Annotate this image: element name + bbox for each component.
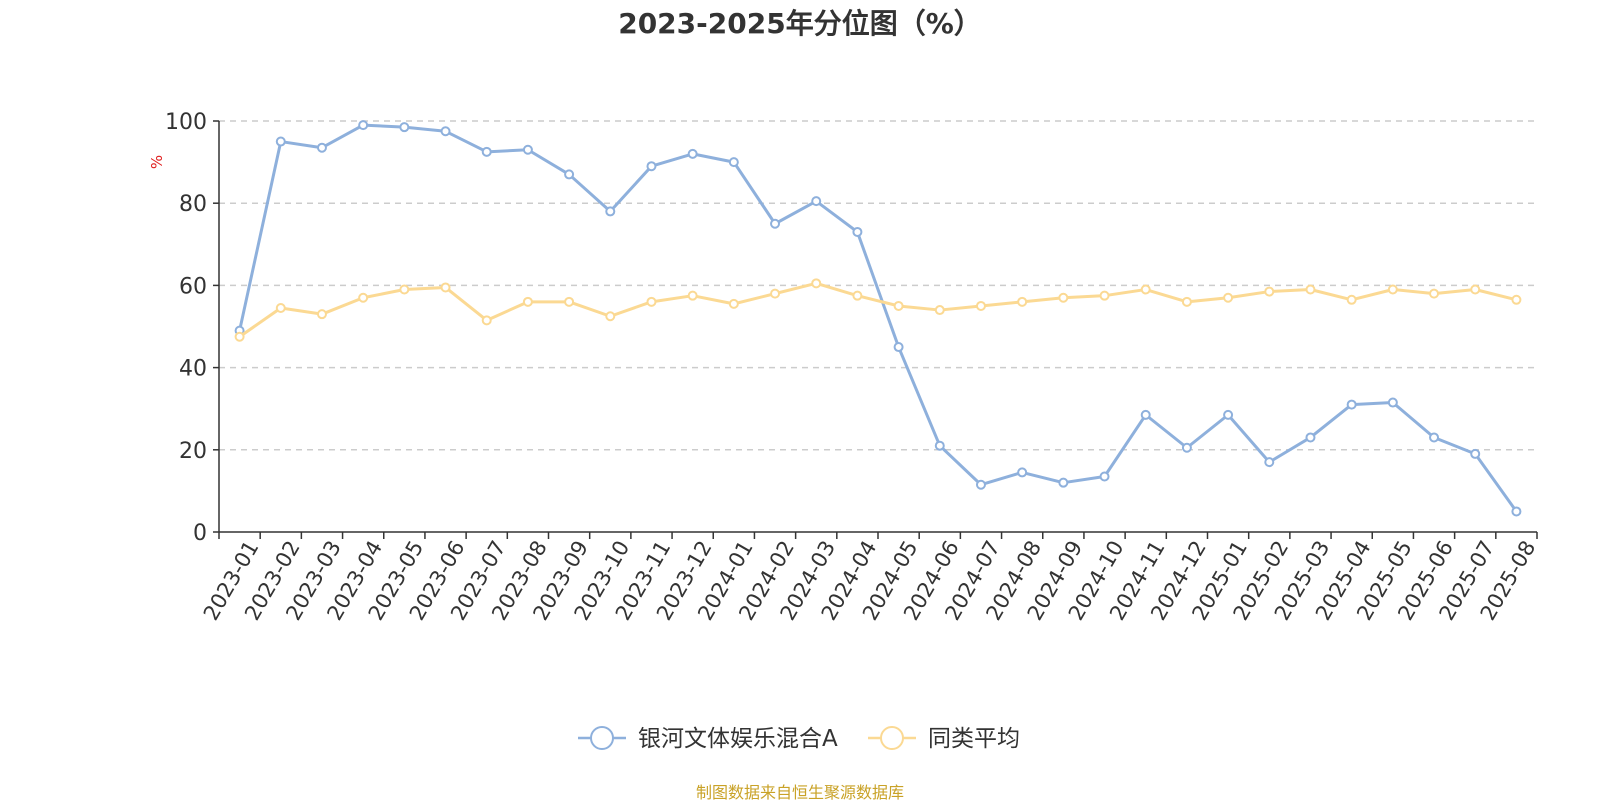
data-point [1305, 284, 1316, 295]
data-point [1429, 432, 1440, 443]
legend-label-1: 银河文体娱乐混合A [638, 726, 838, 752]
data-point [605, 206, 616, 217]
data-point [316, 142, 327, 153]
series-line-2 [238, 281, 1517, 338]
y-axis-label: % [148, 155, 166, 169]
data-point [275, 136, 286, 147]
data-point [1223, 409, 1234, 420]
y-tick-label: 0 [193, 521, 207, 546]
data-point [1058, 477, 1069, 488]
data-point [522, 144, 533, 155]
data-point [564, 169, 575, 180]
data-point [1099, 471, 1110, 482]
data-point [1346, 294, 1357, 305]
data-point [1511, 506, 1522, 517]
data-point [852, 290, 863, 301]
data-point [605, 311, 616, 322]
data-point [893, 342, 904, 353]
legend-marker-1 [590, 726, 614, 750]
data-point [934, 305, 945, 316]
series-layer [234, 120, 1522, 517]
data-point [440, 282, 451, 293]
data-point [687, 290, 698, 301]
data-point [522, 296, 533, 307]
data-point [275, 303, 286, 314]
y-tick-label: 60 [179, 274, 207, 299]
data-point [1181, 296, 1192, 307]
data-point [1470, 284, 1481, 295]
data-point [687, 148, 698, 159]
data-point [1017, 296, 1028, 307]
data-point [1264, 286, 1275, 297]
data-point [728, 298, 739, 309]
data-point [440, 126, 451, 137]
data-point [1058, 292, 1069, 303]
data-point [646, 296, 657, 307]
y-tick-label: 40 [179, 357, 207, 382]
data-point [399, 284, 410, 295]
chart-title: 2023-2025年分位图（%） [618, 7, 982, 40]
data-point [1264, 457, 1275, 468]
data-point [1387, 397, 1398, 408]
data-point [1346, 399, 1357, 410]
data-point [1470, 448, 1481, 459]
data-point [975, 479, 986, 490]
data-point [893, 300, 904, 311]
legend-label-2: 同类平均 [928, 726, 1020, 752]
data-point [1387, 284, 1398, 295]
data-point [316, 309, 327, 320]
data-point [1511, 294, 1522, 305]
data-point [358, 292, 369, 303]
series-line-1 [238, 123, 1518, 513]
y-tick-label: 100 [165, 110, 207, 135]
data-point [728, 157, 739, 168]
data-point [811, 196, 822, 207]
data-point [1017, 467, 1028, 478]
data-point [564, 296, 575, 307]
y-tick-label: 80 [179, 192, 207, 217]
data-point [1099, 290, 1110, 301]
data-point [811, 278, 822, 289]
data-point [975, 300, 986, 311]
data-point [1223, 292, 1234, 303]
legend-marker-2 [880, 726, 904, 750]
data-point [1429, 288, 1440, 299]
data-point [234, 331, 245, 342]
data-point [1305, 432, 1316, 443]
data-point [358, 120, 369, 131]
data-point [646, 161, 657, 172]
data-point [481, 315, 492, 326]
data-point [1181, 442, 1192, 453]
data-point [934, 440, 945, 451]
data-point [1140, 409, 1151, 420]
data-point [481, 146, 492, 157]
data-point [770, 288, 781, 299]
data-point [770, 218, 781, 229]
data-point [399, 122, 410, 133]
data-point [1140, 284, 1151, 295]
source-note: 制图数据来自恒生聚源数据库 [695, 783, 904, 802]
y-tick-label: 20 [179, 439, 207, 464]
legend: 银河文体娱乐混合A 同类平均 [578, 726, 1020, 752]
data-point [852, 226, 863, 237]
